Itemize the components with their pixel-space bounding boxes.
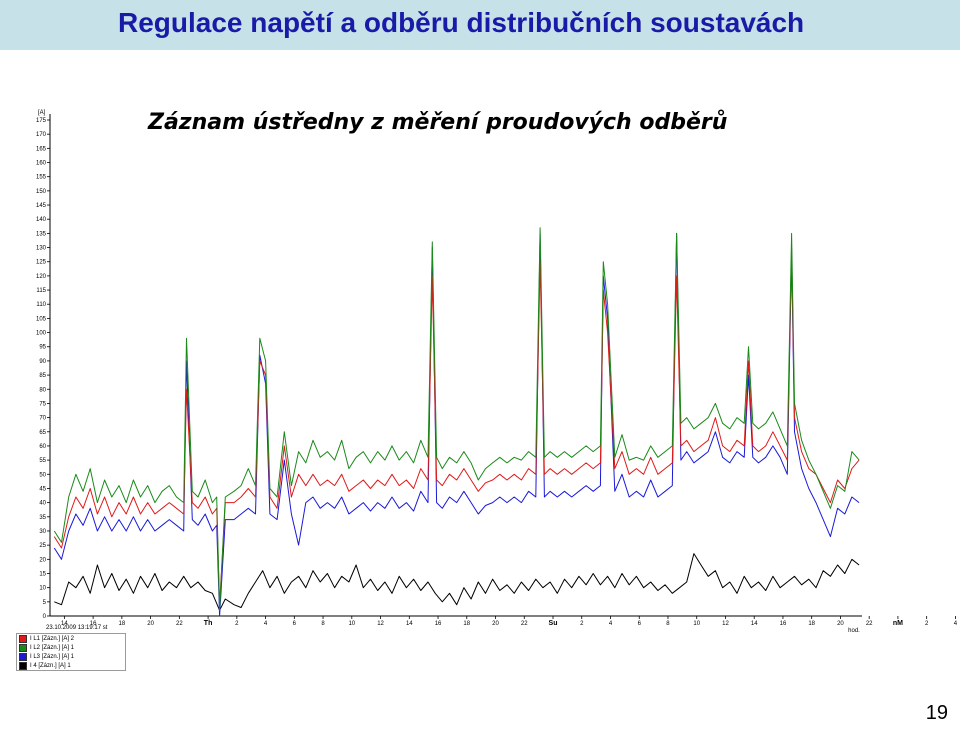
x-tick-label: 6 bbox=[293, 621, 297, 627]
chart-timestamp: 23.10.2009 13:19:17 st bbox=[46, 625, 108, 631]
x-tick-label: Su bbox=[549, 620, 558, 627]
y-tick-label: 155 bbox=[36, 175, 47, 181]
x-tick-label: 18 bbox=[119, 621, 126, 627]
x-tick-label: 14 bbox=[406, 621, 413, 627]
x-tick-label: 16 bbox=[435, 621, 442, 627]
x-tick-label: 6 bbox=[638, 621, 642, 627]
y-tick-label: 10 bbox=[39, 586, 46, 592]
legend-item: I L1 [Zázn.] [A] 2 bbox=[17, 634, 125, 643]
legend-item: I 4 [Zázn.] [A] 1 bbox=[17, 661, 125, 670]
y-tick-label: 150 bbox=[36, 189, 47, 195]
series-line-0 bbox=[53, 247, 860, 606]
y-tick-label: 95 bbox=[39, 345, 46, 351]
x-tick-label: 10 bbox=[693, 621, 700, 627]
y-tick-label: 80 bbox=[39, 387, 46, 393]
x-tick-label: 4 bbox=[609, 621, 613, 627]
title-bar: Regulace napětí a odběru distribučních s… bbox=[0, 0, 960, 50]
x-tick-label: 18 bbox=[463, 621, 470, 627]
page-title: Regulace napětí a odběru distribučních s… bbox=[118, 7, 805, 38]
x-tick-label: 20 bbox=[837, 621, 844, 627]
chart-legend: I L1 [Zázn.] [A] 2 I L2 [Zázn.] [A] 1 I L3… bbox=[16, 633, 126, 671]
legend-label: I L1 [Zázn.] [A] 2 bbox=[30, 635, 75, 642]
x-tick-label: nM bbox=[893, 620, 903, 627]
y-tick-label: 30 bbox=[39, 529, 46, 535]
x-tick-label: 12 bbox=[377, 621, 384, 627]
y-tick-label: 115 bbox=[36, 288, 46, 294]
y-tick-label: 55 bbox=[39, 458, 46, 464]
y-tick-label: 85 bbox=[39, 373, 46, 379]
series-line-1 bbox=[53, 227, 860, 611]
legend-label: I 4 [Zázn.] [A] 1 bbox=[30, 662, 71, 669]
x-tick-label: 8 bbox=[321, 621, 325, 627]
y-tick-label: 60 bbox=[39, 444, 46, 450]
y-axis-label: [A] bbox=[38, 110, 46, 116]
chart-subtitle: Záznam ústředny z měření proudových odbě… bbox=[148, 110, 728, 135]
y-tick-label: 40 bbox=[39, 501, 46, 507]
y-tick-label: 170 bbox=[36, 132, 47, 138]
x-axis-label: hod. bbox=[848, 628, 860, 634]
x-tick-label: 18 bbox=[808, 621, 815, 627]
legend-item: I L2 [Zázn.] [A] 1 bbox=[17, 643, 125, 652]
y-tick-label: 145 bbox=[36, 203, 47, 209]
legend-item: I L3 [Zázn.] [A] 1 bbox=[17, 652, 125, 661]
x-tick-label: 20 bbox=[147, 621, 154, 627]
y-tick-label: 100 bbox=[36, 331, 47, 337]
legend-label: I L3 [Zázn.] [A] 1 bbox=[30, 653, 75, 660]
legend-swatch bbox=[19, 643, 27, 652]
y-tick-label: 75 bbox=[39, 401, 46, 407]
y-tick-label: 90 bbox=[39, 359, 46, 365]
x-tick-label: 20 bbox=[492, 621, 499, 627]
y-tick-label: 35 bbox=[39, 515, 46, 521]
y-tick-label: 125 bbox=[36, 260, 47, 266]
y-tick-label: 135 bbox=[36, 231, 47, 237]
legend-swatch bbox=[19, 652, 27, 661]
x-tick-label: 10 bbox=[348, 621, 355, 627]
y-tick-label: 140 bbox=[36, 217, 47, 223]
x-tick-label: 12 bbox=[722, 621, 729, 627]
x-tick-label: 2 bbox=[925, 621, 929, 627]
x-tick-label: 4 bbox=[264, 621, 268, 627]
y-tick-label: 165 bbox=[36, 146, 47, 152]
y-tick-label: 45 bbox=[39, 486, 46, 492]
x-tick-label: 2 bbox=[580, 621, 584, 627]
chart-axes: [A] 0 5 10 15 20 25 30 35 40 45 50 55 60 65 70 75 80 85 90 9… bbox=[36, 110, 958, 634]
y-tick-label: 20 bbox=[39, 557, 46, 563]
x-tick-label: 22 bbox=[866, 621, 873, 627]
y-tick-label: 110 bbox=[36, 302, 46, 308]
legend-swatch bbox=[19, 661, 27, 670]
y-tick-label: 130 bbox=[36, 246, 47, 252]
legend-swatch bbox=[19, 634, 27, 643]
series-line-2 bbox=[53, 232, 860, 617]
y-tick-label: 15 bbox=[39, 571, 46, 577]
x-tick-label: 16 bbox=[780, 621, 787, 627]
chart-series bbox=[53, 227, 860, 617]
slide-number: 19 bbox=[925, 702, 948, 724]
y-tick-label: 0 bbox=[43, 614, 47, 620]
y-tick-label: 50 bbox=[39, 472, 46, 478]
x-tick-label: 22 bbox=[521, 621, 528, 627]
y-tick-label: 105 bbox=[36, 316, 47, 322]
legend-label: I L2 [Zázn.] [A] 1 bbox=[30, 644, 75, 651]
x-tick-label: Th bbox=[204, 620, 213, 627]
y-tick-label: 120 bbox=[36, 274, 47, 280]
y-tick-label: 175 bbox=[36, 118, 47, 124]
y-tick-label: 5 bbox=[43, 600, 47, 606]
x-tick-label: 4 bbox=[954, 621, 958, 627]
x-tick-label: 14 bbox=[751, 621, 758, 627]
x-tick-label: 22 bbox=[176, 621, 183, 627]
x-tick-label: 14 bbox=[61, 621, 68, 627]
series-line-3 bbox=[54, 553, 860, 611]
y-tick-label: 70 bbox=[39, 416, 46, 422]
y-tick-label: 25 bbox=[39, 543, 46, 549]
y-tick-label: 160 bbox=[36, 161, 47, 167]
x-tick-label: 8 bbox=[666, 621, 670, 627]
x-tick-label: 2 bbox=[235, 621, 239, 627]
y-tick-label: 65 bbox=[39, 430, 46, 436]
x-tick-label: 16 bbox=[90, 621, 97, 627]
